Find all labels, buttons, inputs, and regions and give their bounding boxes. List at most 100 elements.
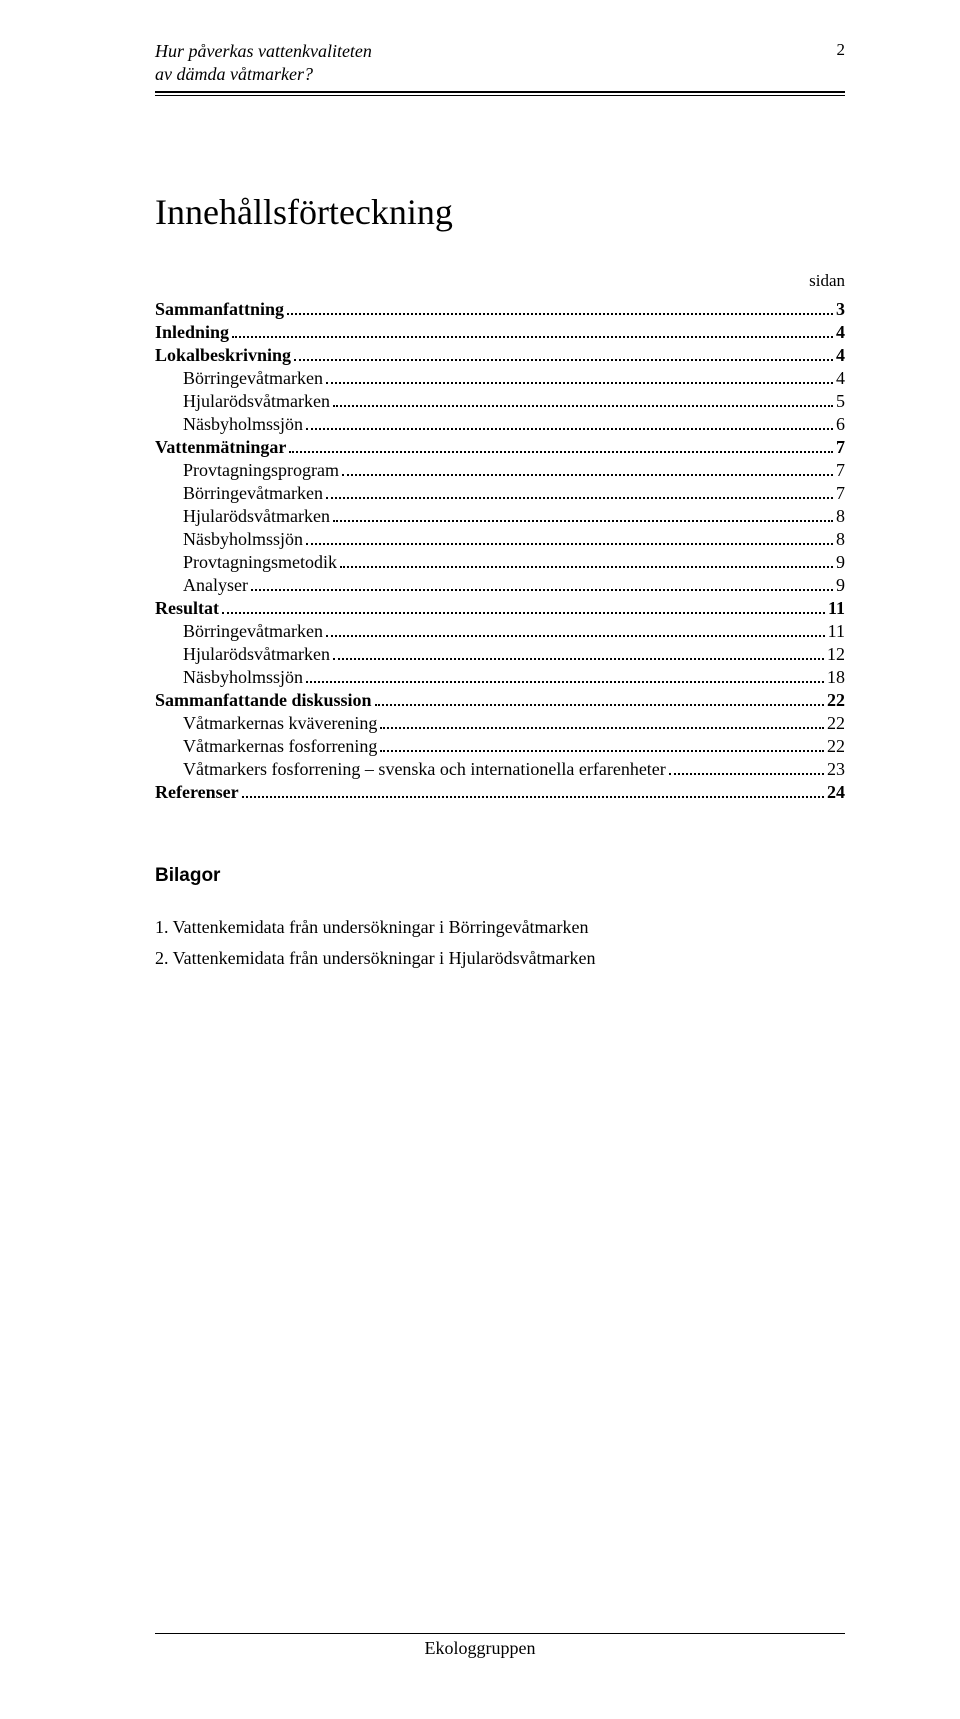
toc-pagenum: 22 xyxy=(827,736,845,757)
toc-leader xyxy=(326,497,833,499)
toc-label: Hjularödsvåtmarken xyxy=(183,644,330,665)
toc-label: Näsbyholmssjön xyxy=(183,529,303,550)
toc-label: Analyser xyxy=(183,575,248,596)
toc-pagenum: 7 xyxy=(836,483,845,504)
toc-label: Provtagningsprogram xyxy=(183,460,339,481)
toc-pagenum: 7 xyxy=(836,437,845,458)
toc-label: Börringevåtmarken xyxy=(183,621,323,642)
toc-pagenum: 4 xyxy=(836,345,845,366)
toc-pagenum: 11 xyxy=(828,621,845,642)
bilagor-item: 1. Vattenkemidata från undersökningar i … xyxy=(155,917,845,938)
toc-row: Våtmarkernas fosforrening 22 xyxy=(155,736,845,757)
toc-leader xyxy=(326,382,833,384)
sidan-label: sidan xyxy=(155,271,845,291)
toc-leader xyxy=(669,773,824,775)
toc-leader xyxy=(251,589,833,591)
toc-row: Lokalbeskrivning 4 xyxy=(155,345,845,366)
header-rule xyxy=(155,91,845,96)
toc-row: Sammanfattning 3 xyxy=(155,299,845,320)
toc-row: Analyser 9 xyxy=(155,575,845,596)
header-title-line1: Hur påverkas vattenkvaliteten xyxy=(155,41,372,61)
toc-pagenum: 3 xyxy=(836,299,845,320)
toc-pagenum: 6 xyxy=(836,414,845,435)
toc-pagenum: 9 xyxy=(836,575,845,596)
toc-pagenum: 9 xyxy=(836,552,845,573)
toc-row: Inledning 4 xyxy=(155,322,845,343)
toc-label: Provtagningsmetodik xyxy=(183,552,337,573)
toc-leader xyxy=(294,359,833,361)
toc-leader xyxy=(306,681,824,683)
toc-label: Näsbyholmssjön xyxy=(183,414,303,435)
toc-label: Lokalbeskrivning xyxy=(155,345,291,366)
toc-leader xyxy=(232,336,833,338)
toc-row: Börringevåtmarken 11 xyxy=(155,621,845,642)
toc-label: Börringevåtmarken xyxy=(183,483,323,504)
toc-pagenum: 7 xyxy=(836,460,845,481)
bilagor-item: 2. Vattenkemidata från undersökningar i … xyxy=(155,948,845,969)
toc-row: Börringevåtmarken 7 xyxy=(155,483,845,504)
header-title-line2: av dämda våtmarker? xyxy=(155,64,313,84)
toc-label: Sammanfattande diskussion xyxy=(155,690,372,711)
footer-text: Ekologgruppen xyxy=(425,1638,536,1658)
toc-pagenum: 24 xyxy=(827,782,845,803)
toc-row: Vattenmätningar 7 xyxy=(155,437,845,458)
toc-leader xyxy=(287,313,833,315)
toc-row: Resultat 11 xyxy=(155,598,845,619)
toc-leader xyxy=(306,543,833,545)
toc-row: Sammanfattande diskussion 22 xyxy=(155,690,845,711)
toc-leader xyxy=(375,704,824,706)
toc-leader xyxy=(326,635,825,637)
toc-pagenum: 8 xyxy=(836,506,845,527)
toc-pagenum: 23 xyxy=(827,759,845,780)
page-header: Hur påverkas vattenkvaliteten av dämda v… xyxy=(155,40,845,87)
toc-container: Sammanfattning3Inledning4Lokalbeskrivnin… xyxy=(155,299,845,803)
toc-pagenum: 11 xyxy=(828,598,845,619)
toc-label: Inledning xyxy=(155,322,229,343)
toc-leader xyxy=(380,727,824,729)
toc-pagenum: 18 xyxy=(827,667,845,688)
toc-pagenum: 8 xyxy=(836,529,845,550)
page-container: Hur påverkas vattenkvaliteten av dämda v… xyxy=(0,0,960,1719)
toc-pagenum: 22 xyxy=(827,690,845,711)
toc-row: Hjularödsvåtmarken 12 xyxy=(155,644,845,665)
toc-pagenum: 5 xyxy=(836,391,845,412)
toc-pagenum: 4 xyxy=(836,368,845,389)
toc-leader xyxy=(222,612,825,614)
toc-label: Referenser xyxy=(155,782,239,803)
toc-leader xyxy=(242,796,824,798)
page-footer: Ekologgruppen xyxy=(0,1633,960,1659)
toc-leader xyxy=(342,474,833,476)
bilagor-title: Bilagor xyxy=(155,865,845,887)
toc-leader xyxy=(333,658,824,660)
toc-label: Våtmarkers fosforrening – svenska och in… xyxy=(183,759,666,780)
toc-label: Hjularödsvåtmarken xyxy=(183,391,330,412)
toc-row: Referenser 24 xyxy=(155,782,845,803)
toc-label: Resultat xyxy=(155,598,219,619)
toc-label: Näsbyholmssjön xyxy=(183,667,303,688)
toc-row: Börringevåtmarken 4 xyxy=(155,368,845,389)
toc-row: Våtmarkers fosforrening – svenska och in… xyxy=(155,759,845,780)
toc-row: Provtagningsmetodik 9 xyxy=(155,552,845,573)
toc-row: Våtmarkernas kväverening 22 xyxy=(155,713,845,734)
toc-leader xyxy=(333,405,833,407)
toc-label: Börringevåtmarken xyxy=(183,368,323,389)
toc-pagenum: 22 xyxy=(827,713,845,734)
toc-leader xyxy=(380,750,824,752)
toc-row: Hjularödsvåtmarken 5 xyxy=(155,391,845,412)
toc-row: Hjularödsvåtmarken 8 xyxy=(155,506,845,527)
toc-label: Hjularödsvåtmarken xyxy=(183,506,330,527)
toc-row: Provtagningsprogram 7 xyxy=(155,460,845,481)
toc-label: Vattenmätningar xyxy=(155,437,286,458)
toc-row: Näsbyholmssjön 6 xyxy=(155,414,845,435)
toc-row: Näsbyholmssjön 18 xyxy=(155,667,845,688)
toc-label: Våtmarkernas fosforrening xyxy=(183,736,377,757)
footer-rule xyxy=(155,1633,845,1634)
toc-pagenum: 4 xyxy=(836,322,845,343)
toc-leader xyxy=(340,566,833,568)
header-page-number: 2 xyxy=(827,40,846,60)
toc-label: Sammanfattning xyxy=(155,299,284,320)
toc-row: Näsbyholmssjön 8 xyxy=(155,529,845,550)
toc-leader xyxy=(289,451,833,453)
toc-label: Våtmarkernas kväverening xyxy=(183,713,377,734)
toc-pagenum: 12 xyxy=(827,644,845,665)
